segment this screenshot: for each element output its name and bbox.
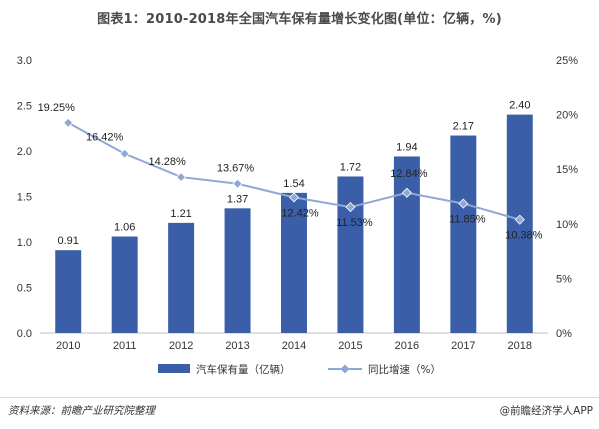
growth-rate-marker-2010 — [63, 117, 74, 128]
growth-rate-marker-2013 — [232, 178, 243, 189]
y-left-tick-label: 2.0 — [17, 146, 32, 158]
growth-rate-marker-2012 — [176, 171, 187, 183]
x-tick-label: 2018 — [508, 340, 532, 352]
y-right-tick-label: 0% — [556, 328, 572, 340]
axes-group: 0.0 0.5 1.0 1.5 2.0 2.5 3.0 0% 5% 10% 15% 20% 25% 201… — [17, 55, 579, 352]
growth-rate-marker-2014 — [288, 192, 300, 203]
bar-value-label: 2.40 — [509, 100, 530, 112]
line-value-label: 11.53% — [336, 217, 373, 229]
x-tick-label: 2017 — [451, 340, 475, 352]
y-right-tick-label: 15% — [556, 164, 578, 176]
data-labels-group: 0.91 1.06 1.21 1.37 1.54 1.72 1.94 2.17 2.40 19.2… — [38, 100, 543, 248]
y-right-tick-label: 5% — [556, 273, 572, 285]
bar-2014 — [281, 192, 307, 333]
growth-rate-marker-2011 — [119, 148, 130, 159]
legend: 汽车保有量（亿辆） 同比增速（%） — [158, 363, 441, 376]
y-left-tick-label: 1.0 — [17, 237, 32, 249]
footer-divider — [0, 397, 599, 398]
bar-value-label: 1.54 — [283, 178, 304, 190]
bar-2017 — [450, 135, 477, 333]
y-left-tick-label: 3.0 — [17, 55, 32, 67]
bar-2011 — [111, 236, 138, 333]
bar-value-label: 1.06 — [114, 222, 135, 234]
y-right-tick-label: 25% — [556, 55, 578, 67]
y-left-tick-label: 0.5 — [17, 283, 32, 295]
x-tick-label: 2016 — [395, 340, 419, 352]
x-tick-label: 2014 — [282, 340, 306, 352]
legend-swatch-marker — [340, 364, 350, 374]
legend-label-bar: 汽车保有量（亿辆） — [196, 363, 291, 376]
line-value-label: 12.42% — [281, 207, 319, 219]
growth-rate-marker-2017 — [458, 198, 469, 209]
line-value-label: 10.38% — [505, 230, 543, 242]
x-tick-label: 2010 — [56, 340, 80, 352]
line-value-label: 13.67% — [217, 163, 255, 175]
y-right-tick-label: 10% — [556, 219, 578, 231]
y-right-tick-label: 20% — [556, 110, 578, 122]
line-value-label: 16.42% — [86, 132, 124, 144]
line-value-label: 11.85% — [449, 214, 486, 226]
bar-value-label: 1.94 — [396, 141, 417, 153]
line-value-label: 19.25% — [38, 102, 76, 114]
x-tick-label: 2011 — [113, 340, 137, 352]
bar-value-label: 1.72 — [340, 161, 361, 173]
x-tick-label: 2012 — [169, 340, 193, 352]
bar-value-label: 0.91 — [58, 235, 79, 247]
y-left-tick-label: 0.0 — [17, 328, 32, 340]
line-group — [63, 117, 525, 225]
line-value-label: 14.28% — [148, 156, 186, 168]
x-tick-label: 2013 — [225, 340, 249, 352]
growth-rate-marker-2016 — [401, 187, 412, 198]
bar-value-label: 1.37 — [227, 193, 248, 205]
brand-credit: @前瞻经济学人APP — [499, 405, 593, 417]
growth-rate-marker-2018 — [514, 214, 525, 225]
bar-2010 — [55, 250, 82, 333]
line-value-label: 12.84% — [390, 168, 428, 180]
bar-2015 — [337, 176, 364, 333]
bar-value-label: 2.17 — [453, 121, 474, 133]
legend-label-line: 同比增速（%） — [368, 363, 441, 376]
legend-swatch-bar — [158, 364, 190, 373]
chart-title: 图表1：2010-2018年全国汽车保有量增长变化图(单位：亿辆，%) — [97, 12, 502, 27]
y-left-tick-label: 2.5 — [17, 101, 32, 113]
bar-2013 — [224, 208, 251, 333]
bar-2016 — [393, 156, 420, 333]
growth-rate-marker-2015 — [345, 202, 356, 213]
bar-value-label: 1.21 — [170, 208, 191, 220]
x-tick-label: 2015 — [338, 340, 362, 352]
y-left-tick-label: 1.5 — [17, 192, 32, 204]
source-note: 资料来源：前瞻产业研究院整理 — [8, 405, 155, 417]
bar-2012 — [168, 222, 195, 333]
